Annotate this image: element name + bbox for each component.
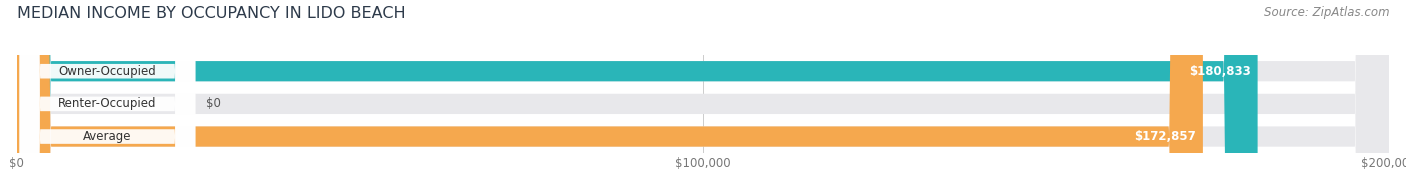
Text: MEDIAN INCOME BY OCCUPANCY IN LIDO BEACH: MEDIAN INCOME BY OCCUPANCY IN LIDO BEACH [17,6,405,21]
Text: Renter-Occupied: Renter-Occupied [58,97,156,110]
FancyBboxPatch shape [17,0,1389,196]
Text: Average: Average [83,130,132,143]
FancyBboxPatch shape [20,0,195,196]
FancyBboxPatch shape [20,0,195,196]
Text: $180,833: $180,833 [1189,65,1251,78]
Text: $172,857: $172,857 [1135,130,1197,143]
Text: $0: $0 [207,97,221,110]
FancyBboxPatch shape [20,0,195,196]
FancyBboxPatch shape [17,0,1389,196]
FancyBboxPatch shape [17,0,1204,196]
Text: Source: ZipAtlas.com: Source: ZipAtlas.com [1264,6,1389,19]
FancyBboxPatch shape [17,0,1257,196]
Text: Owner-Occupied: Owner-Occupied [59,65,156,78]
FancyBboxPatch shape [17,0,1389,196]
